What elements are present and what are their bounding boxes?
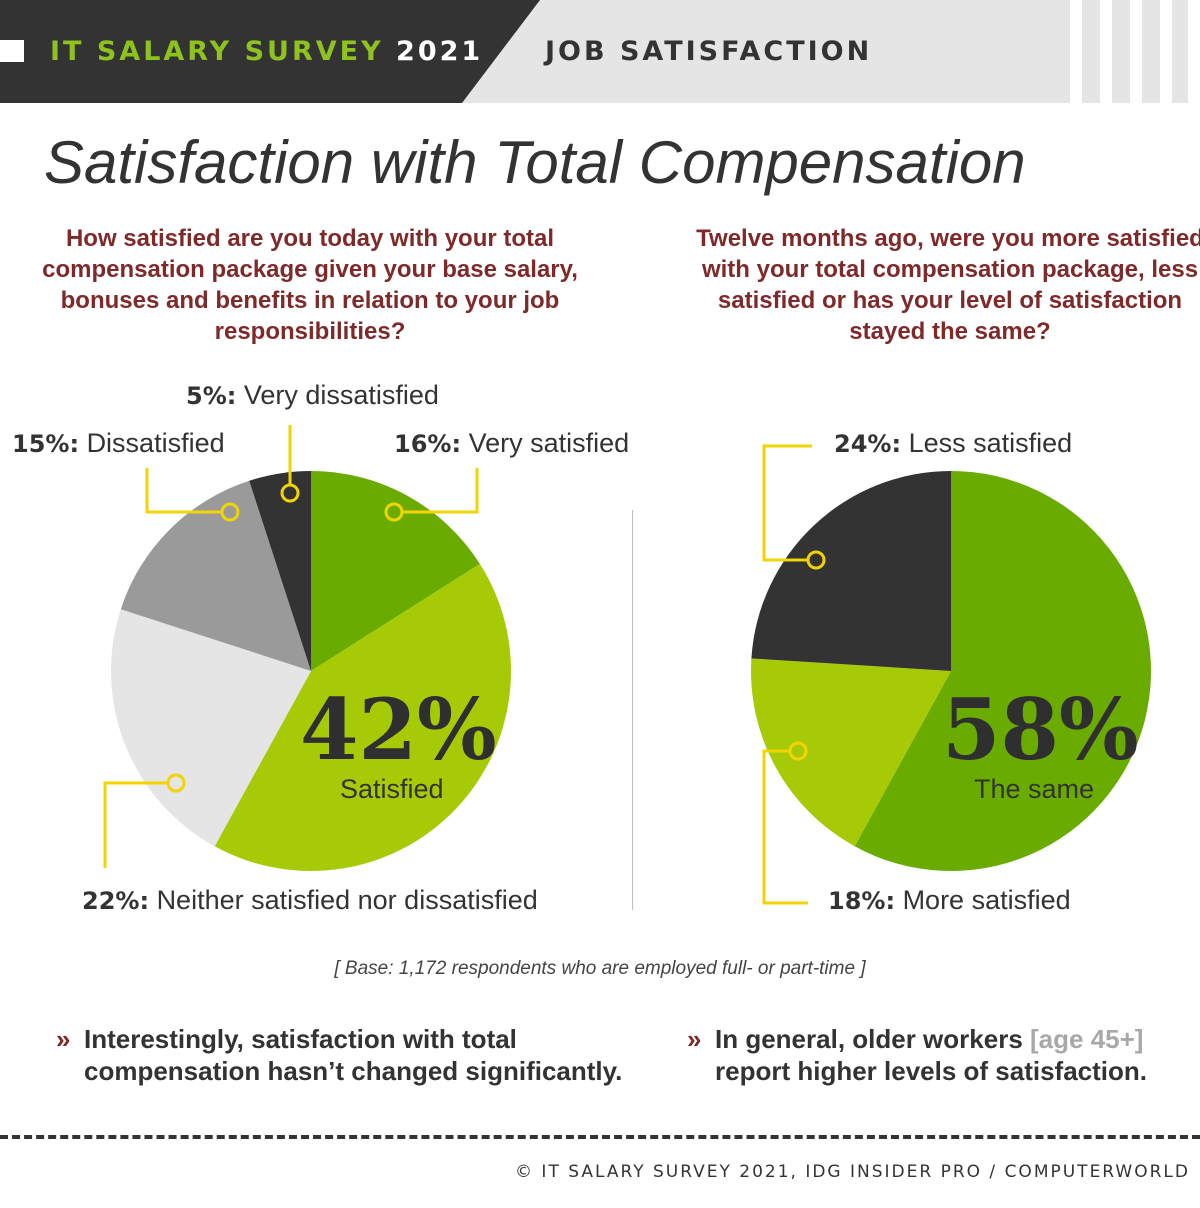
pie-chart-current bbox=[111, 471, 512, 872]
copyright: © IT SALARY SURVEY 2021, IDG INSIDER PRO… bbox=[515, 1162, 1190, 1182]
big-value-satisfied: 42% bbox=[300, 680, 497, 779]
slice-very-satisfied bbox=[311, 471, 480, 671]
callout-neither bbox=[103, 781, 168, 868]
finding-left: » Interestingly, satisfaction with total… bbox=[56, 1024, 623, 1086]
callout-dot-dissatisfied bbox=[220, 502, 240, 522]
question-right: Twelve months ago, were you more satisfi… bbox=[696, 225, 1200, 345]
label-more-satisfied: 18%: More satisfied bbox=[828, 885, 1071, 915]
footer-divider bbox=[0, 1135, 1200, 1139]
question-left: How satisfied are you today with your to… bbox=[42, 225, 578, 345]
label-less-satisfied: 24%: Less satisfied bbox=[834, 428, 1073, 458]
callout-dot-more-satisfied bbox=[788, 741, 808, 761]
slice-very-dissatisfied bbox=[249, 471, 311, 671]
header-stripes bbox=[1070, 0, 1200, 103]
chevron-icon: » bbox=[687, 1024, 702, 1054]
label-dissatisfied: 15%: Dissatisfied bbox=[12, 428, 225, 458]
big-value-the-same: 58% bbox=[942, 680, 1139, 779]
label-very-dissatisfied: 5%: Very dissatisfied bbox=[186, 380, 439, 410]
chevron-icon: » bbox=[56, 1024, 71, 1054]
callout-dot-neither bbox=[166, 773, 186, 793]
big-label-the-same: The same bbox=[974, 774, 1095, 804]
slice-dissatisfied bbox=[120, 480, 311, 671]
slice-less-satisfied bbox=[751, 471, 951, 671]
callout-dot-very-dissatisfied bbox=[280, 483, 300, 503]
header-dark-banner bbox=[0, 0, 540, 103]
section-name: JOB SATISFACTION bbox=[545, 36, 873, 67]
pie-chart-twelve-months-ago bbox=[750, 471, 1152, 872]
page-title: Satisfaction with Total Compensation bbox=[44, 129, 1026, 196]
base-note: [ Base: 1,172 respondents who are employ… bbox=[334, 958, 866, 979]
chart-divider bbox=[632, 510, 633, 910]
callout-very-satisfied bbox=[402, 468, 479, 514]
slice-more-satisfied bbox=[750, 658, 951, 847]
slice-satisfied bbox=[214, 563, 512, 872]
label-very-satisfied: 16%: Very satisfied bbox=[394, 428, 630, 458]
slice-the-same bbox=[854, 471, 1152, 872]
big-label-satisfied: Satisfied bbox=[340, 774, 444, 804]
finding-right: » In general, older workers [age 45+] re… bbox=[687, 1024, 1147, 1086]
survey-name: IT SALARY SURVEY 2021 bbox=[50, 36, 484, 67]
label-neither: 22%: Neither satisfied nor dissatisfied bbox=[82, 885, 538, 915]
callout-dissatisfied bbox=[145, 468, 222, 514]
callout-dot-less-satisfied bbox=[806, 550, 826, 570]
callout-less-satisfied bbox=[762, 444, 812, 562]
callout-more-satisfied bbox=[762, 749, 808, 905]
callout-lines bbox=[103, 425, 826, 905]
callout-dot-very-satisfied bbox=[384, 502, 404, 522]
slice-neither-satisfied-nor-dissatisfied bbox=[111, 609, 312, 847]
